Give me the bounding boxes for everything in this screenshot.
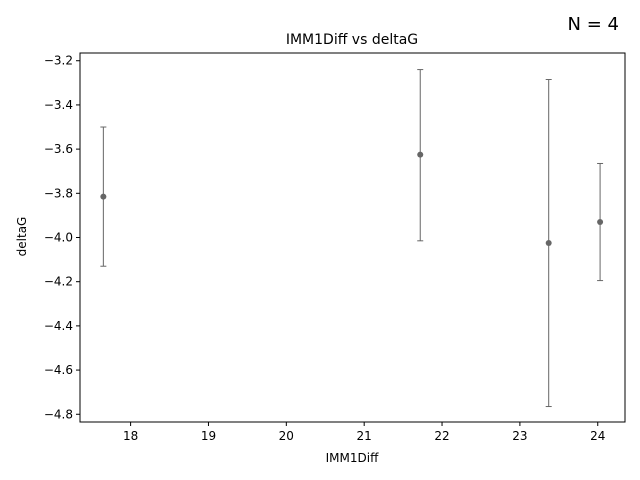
x-tick-label: 24	[590, 429, 605, 443]
data-point	[545, 240, 552, 247]
y-tick-label: −4.4	[44, 319, 73, 333]
x-axis-label: IMM1Diff	[326, 451, 379, 465]
y-tick-label: −4.6	[44, 363, 73, 377]
chart-title: IMM1Diff vs deltaG	[286, 32, 418, 48]
x-tick-label: 21	[357, 429, 372, 443]
axis-ticks: 18 19 20 21 22 23 24 −4.8 −4.6 −4.4 −4.2 −4.0 −3.8 −3…	[44, 54, 606, 443]
x-tick-label: 23	[512, 429, 527, 443]
x-tick-label: 22	[434, 429, 449, 443]
data-point	[100, 193, 107, 200]
x-tick-label: 18	[123, 429, 138, 443]
data-marks	[100, 69, 604, 408]
y-axis-label: deltaG	[15, 217, 29, 257]
y-tick-label: −3.4	[44, 98, 73, 112]
y-tick-label: −3.8	[44, 186, 73, 200]
plot-frame	[79, 52, 626, 423]
y-tick-label: −4.8	[44, 407, 73, 421]
y-tick-label: −4.0	[44, 231, 73, 245]
y-tick-label: −4.2	[44, 275, 73, 289]
y-tick-label: −3.6	[44, 142, 73, 156]
data-point	[417, 151, 424, 158]
sample-size-annotation: N = 4	[568, 14, 619, 35]
y-tick-label: −3.2	[44, 54, 73, 68]
x-tick-label: 19	[201, 429, 216, 443]
x-tick-label: 20	[279, 429, 294, 443]
data-point	[597, 219, 604, 226]
